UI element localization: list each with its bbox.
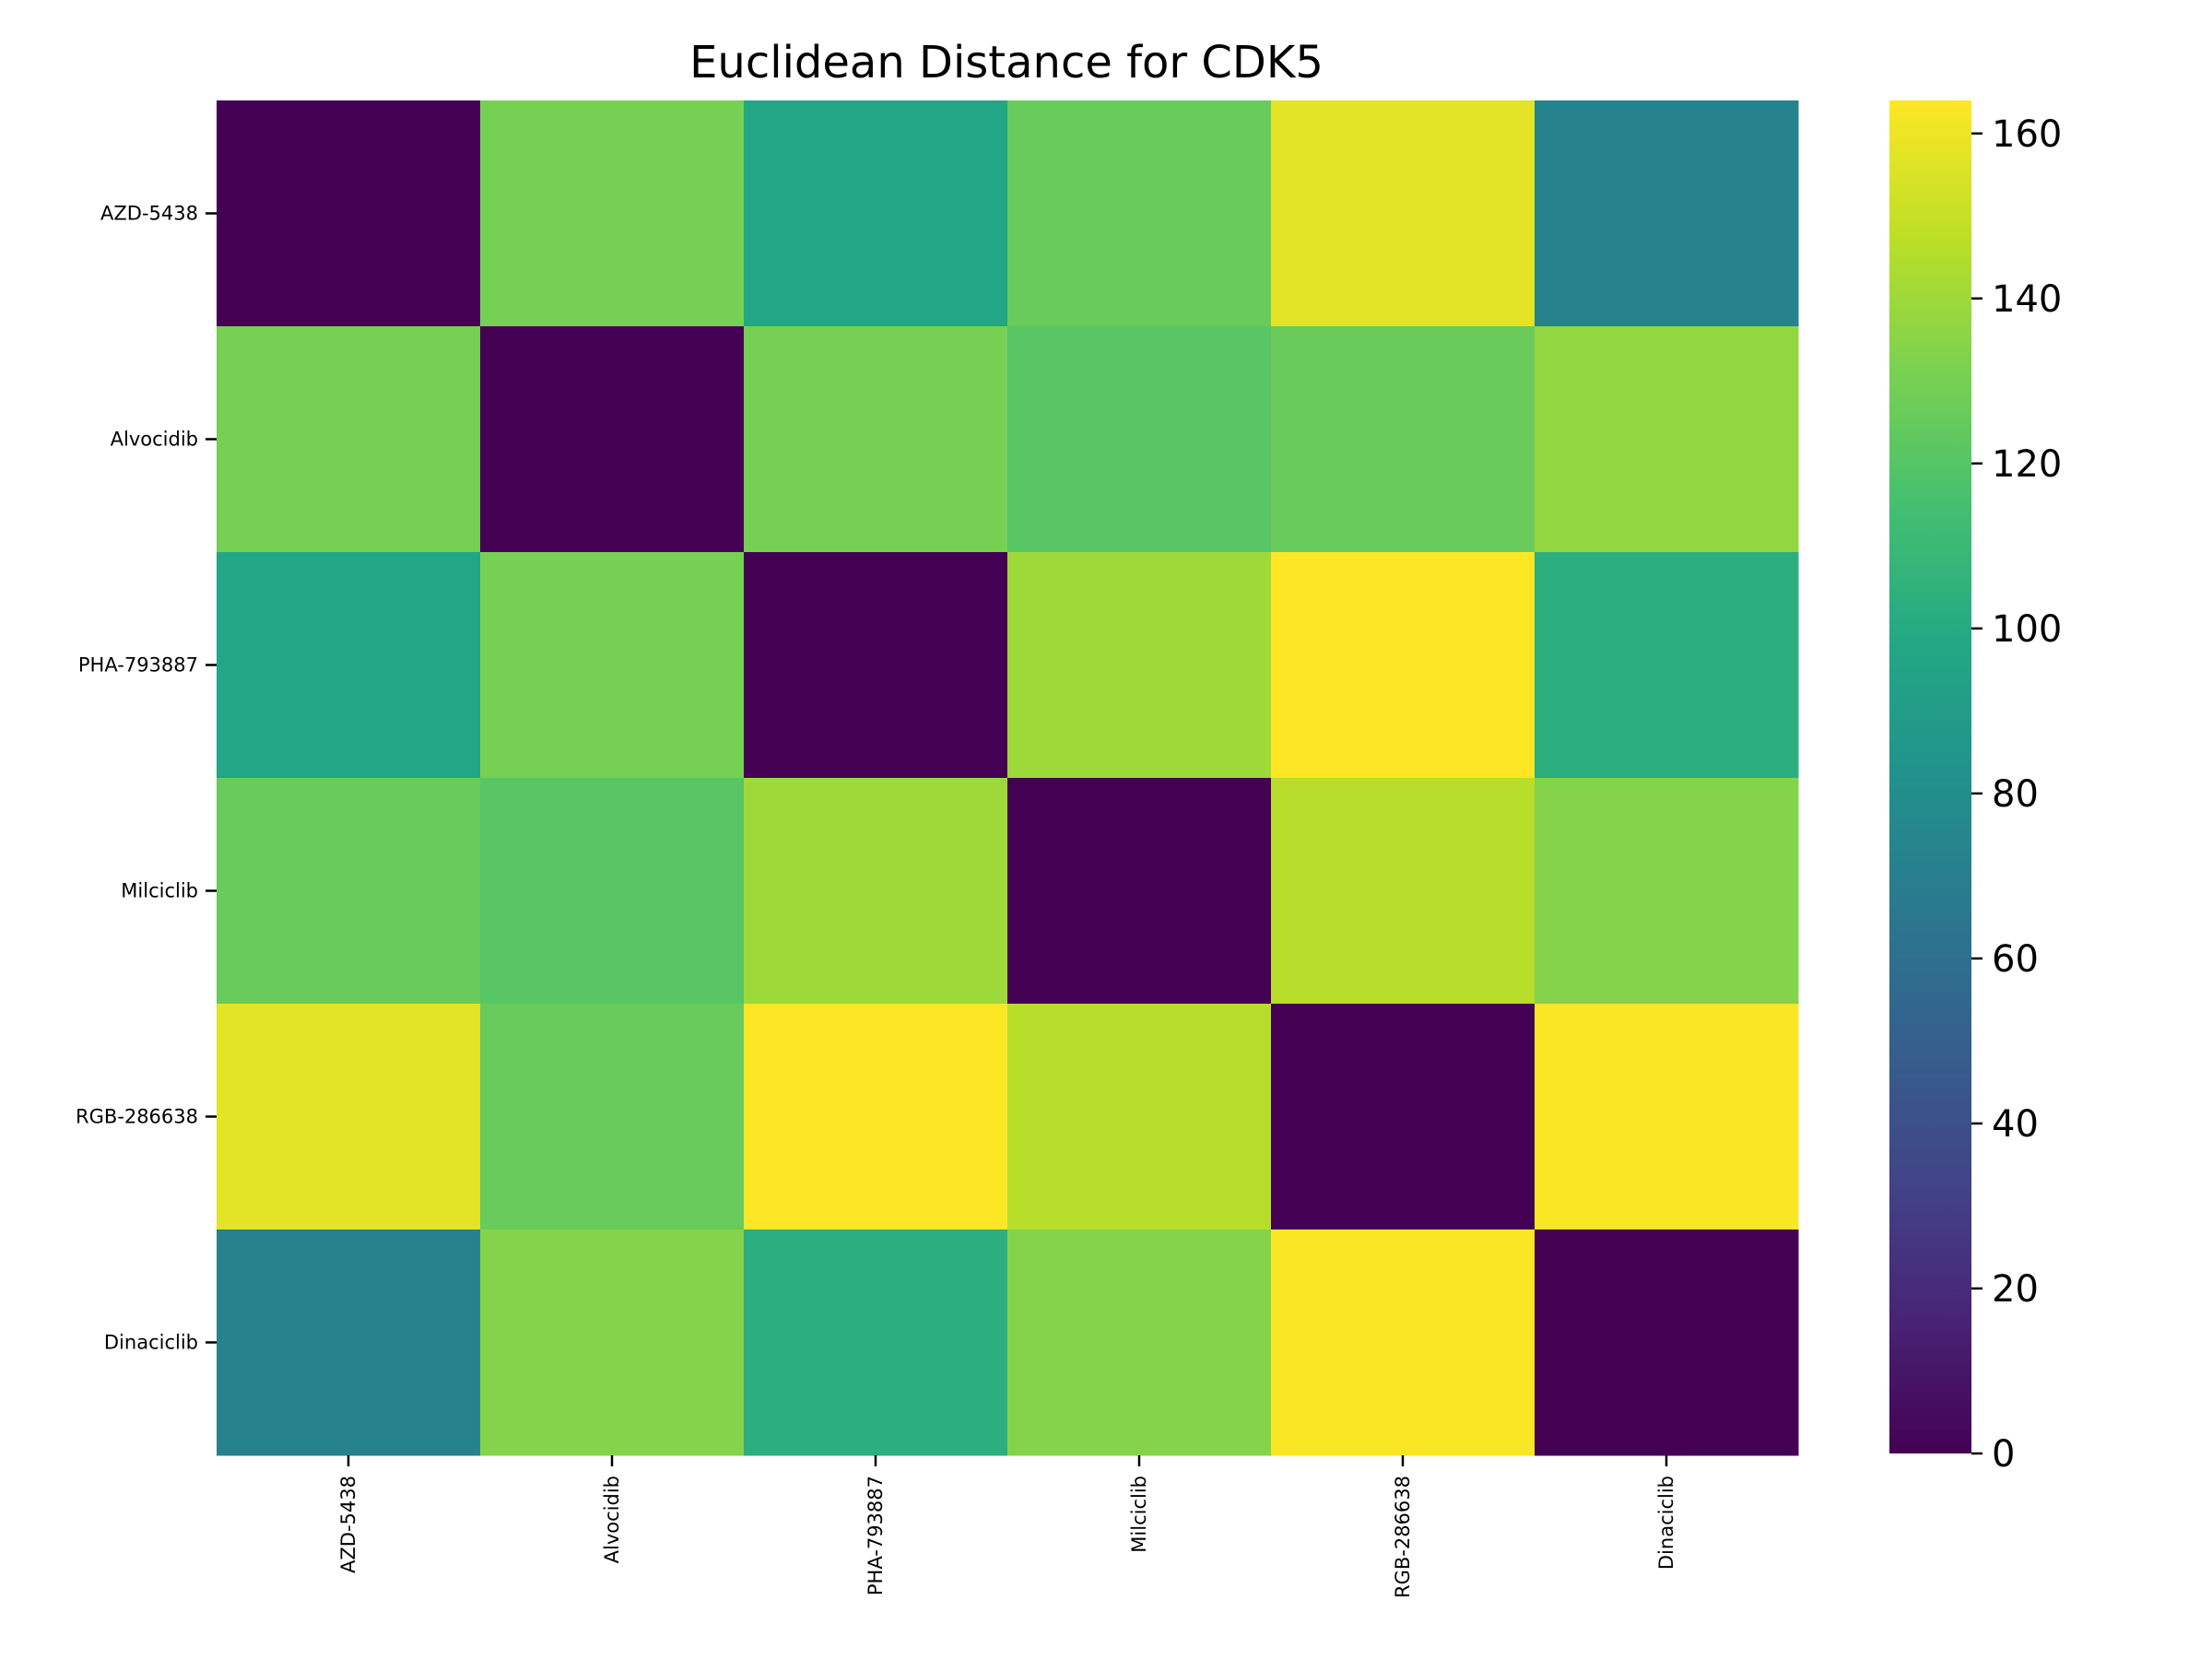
heatmap-cell bbox=[1535, 326, 1799, 553]
x-tick-label: AZD-5438 bbox=[337, 1476, 359, 1573]
x-tick-label: PHA-793887 bbox=[865, 1476, 887, 1595]
colorbar-tick-label: 40 bbox=[1992, 1103, 2039, 1146]
heatmap-cell bbox=[1271, 552, 1535, 779]
heatmap-cell bbox=[1535, 1230, 1799, 1456]
y-axis-ticks: AZD-5438 Alvocidib PHA-793887 Milciclib RGB-… bbox=[76, 203, 217, 1354]
y-tick-label: PHA-793887 bbox=[78, 654, 198, 677]
x-tick-label: Alvocidib bbox=[601, 1476, 623, 1563]
heatmap-cell bbox=[744, 100, 1008, 327]
heatmap-cell bbox=[217, 1230, 481, 1456]
heatmap-cell bbox=[744, 1004, 1008, 1230]
colorbar-tick-label: 140 bbox=[1992, 278, 2062, 321]
heatmap-cell bbox=[744, 326, 1008, 553]
heatmap-cell bbox=[480, 1004, 745, 1230]
heatmap-cell bbox=[480, 1230, 745, 1456]
y-tick-label: Milciclib bbox=[121, 880, 198, 902]
heatmap-cell bbox=[480, 100, 745, 327]
x-axis-ticks: AZD-5438 Alvocidib PHA-793887 Milciclib RGB-… bbox=[337, 1455, 1677, 1598]
y-tick-label: Alvocidib bbox=[111, 429, 198, 451]
y-tick-label: RGB-286638 bbox=[76, 1106, 198, 1128]
heatmap-cell bbox=[480, 326, 745, 553]
heatmap-cell bbox=[1271, 100, 1535, 327]
x-tick-label: RGB-286638 bbox=[1392, 1476, 1414, 1598]
colorbar-tick-label: 0 bbox=[1992, 1433, 2015, 1476]
heatmap-cell bbox=[217, 552, 481, 779]
colorbar-tick-label: 80 bbox=[1992, 773, 2039, 816]
heatmap-cell bbox=[1007, 326, 1272, 553]
heatmap-cell bbox=[744, 1230, 1008, 1456]
heatmap-cell bbox=[217, 1004, 481, 1230]
heatmap-cell bbox=[1007, 100, 1272, 327]
heatmap-cell bbox=[744, 778, 1008, 1005]
heatmap-cell bbox=[1271, 1004, 1535, 1230]
y-tick-label: Dinaciclib bbox=[104, 1332, 198, 1354]
heatmap-cell bbox=[217, 326, 481, 553]
heatmap-cell bbox=[1007, 552, 1272, 779]
colorbar-tick-label: 100 bbox=[1992, 608, 2062, 651]
heatmap-cell bbox=[1271, 326, 1535, 553]
heatmap-cell bbox=[1535, 100, 1799, 327]
heatmap-cell bbox=[1535, 778, 1799, 1005]
colorbar-tick-label: 60 bbox=[1992, 938, 2039, 981]
colorbar-tick-label: 160 bbox=[1992, 113, 2062, 156]
colorbar bbox=[1889, 100, 1971, 1453]
heatmap-cell bbox=[480, 552, 745, 779]
colorbar-tick-label: 20 bbox=[1992, 1268, 2039, 1311]
heatmap-cell bbox=[744, 552, 1008, 779]
heatmap-cell bbox=[480, 778, 745, 1005]
heatmap-cell bbox=[1271, 1230, 1535, 1456]
heatmap-cells bbox=[217, 100, 1799, 1456]
heatmap-cell bbox=[1535, 552, 1799, 779]
colorbar-tick-label: 120 bbox=[1992, 443, 2062, 486]
chart-title: Euclidean Distance for CDK5 bbox=[689, 37, 1324, 88]
x-tick-label: Milciclib bbox=[1128, 1476, 1150, 1553]
x-tick-label: Dinaciclib bbox=[1655, 1476, 1677, 1570]
heatmap-cell bbox=[217, 100, 481, 327]
heatmap-cell bbox=[217, 778, 481, 1005]
heatmap-cell bbox=[1007, 1004, 1272, 1230]
heatmap-cell bbox=[1007, 1230, 1272, 1456]
heatmap-cell bbox=[1007, 778, 1272, 1005]
heatmap-cell bbox=[1535, 1004, 1799, 1230]
colorbar-ticks: 0 20 40 60 80 100 120 140 160 bbox=[1971, 113, 2062, 1476]
y-tick-label: AZD-5438 bbox=[100, 203, 198, 225]
heatmap-cell bbox=[1271, 778, 1535, 1005]
